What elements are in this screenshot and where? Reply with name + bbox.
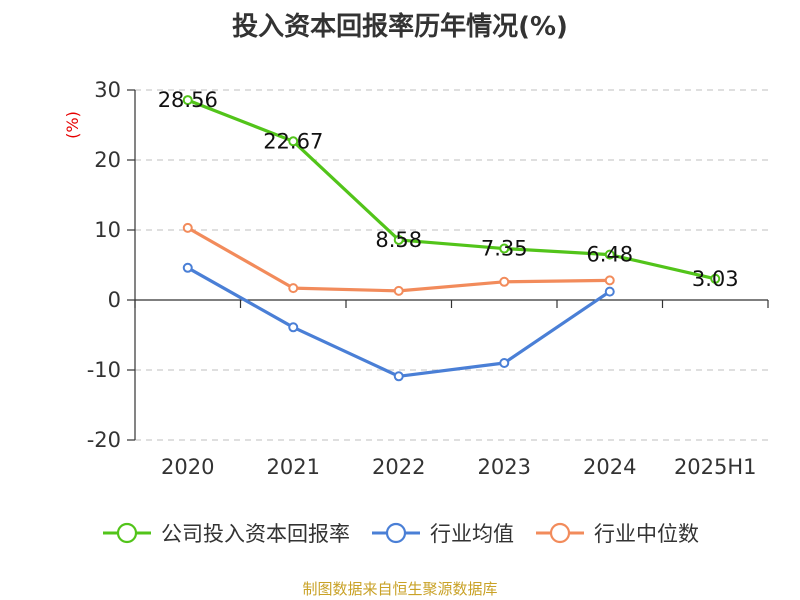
- series-point-1: [288, 322, 299, 333]
- legend: 公司投入资本回报率 行业均值 行业中位数: [0, 518, 800, 548]
- y-tick-label: 20: [94, 148, 121, 172]
- grid-lines: [135, 89, 768, 441]
- data-label: 3.03: [692, 267, 739, 291]
- series-point-2: [182, 222, 193, 233]
- data-label: 28.56: [158, 88, 218, 112]
- series-point-1: [182, 262, 193, 273]
- series-line-1: [186, 266, 611, 378]
- series-point-0: [288, 136, 299, 147]
- series-line-0: [187, 98, 716, 281]
- legend-swatch-icon: [372, 522, 420, 544]
- series-point-2: [288, 283, 299, 294]
- series-point-0: [604, 249, 615, 260]
- y-tick-label: 30: [94, 78, 121, 102]
- series-lines: [182, 95, 721, 382]
- y-tick-label: -20: [87, 428, 121, 452]
- data-labels: 28.56 22.67 8.58 7.35 6.48 3.03: [158, 88, 739, 291]
- line-chart: 30 20 10 0 -10 -20 2020 2021 2022 2023 2024 2025H1 (…: [63, 78, 769, 479]
- y-tick-label: -10: [87, 358, 121, 382]
- series-point-2: [393, 285, 404, 296]
- legend-label: 行业均值: [430, 522, 514, 546]
- series-point-2: [499, 276, 510, 287]
- data-label: 7.35: [481, 237, 528, 261]
- legend-label: 行业中位数: [594, 522, 699, 546]
- x-tick-label: 2022: [372, 455, 425, 479]
- data-label: 8.58: [375, 228, 422, 252]
- legend-item[interactable]: 公司投入资本回报率: [101, 518, 350, 548]
- x-tick-label: 2020: [161, 455, 214, 479]
- series-point-1: [604, 286, 615, 297]
- y-tick-label: 10: [94, 218, 121, 242]
- x-tick-label: 2023: [478, 455, 531, 479]
- series-point-1: [393, 371, 404, 382]
- series-point-2: [604, 275, 615, 286]
- data-label: 6.48: [586, 243, 633, 267]
- series-point-0: [393, 234, 404, 245]
- x-tick-label: 2024: [583, 455, 636, 479]
- series-point-1: [499, 358, 510, 368]
- data-label: 22.67: [263, 129, 323, 153]
- axes: 30 20 10 0 -10 -20 2020 2021 2022 2023 2024 2025H1 (…: [63, 78, 769, 479]
- source-note: 制图数据来自恒生聚源数据库: [302, 580, 498, 598]
- legend-label: 公司投入资本回报率: [161, 522, 350, 546]
- series-point-0: [710, 273, 721, 284]
- legend-item[interactable]: 行业中位数: [534, 518, 699, 548]
- x-tick-label: 2021: [267, 455, 320, 479]
- y-axis-unit-label: (%): [63, 111, 82, 139]
- series-point-0: [499, 243, 510, 254]
- series-point-0: [182, 95, 193, 106]
- legend-swatch-icon: [536, 522, 584, 544]
- legend-item[interactable]: 行业均值: [370, 518, 514, 548]
- legend-swatch-icon: [103, 522, 151, 544]
- y-tick-label: 0: [108, 288, 121, 312]
- x-tick-label: 2025H1: [674, 455, 757, 479]
- chart-title: 投入资本回报率历年情况(%): [232, 12, 568, 42]
